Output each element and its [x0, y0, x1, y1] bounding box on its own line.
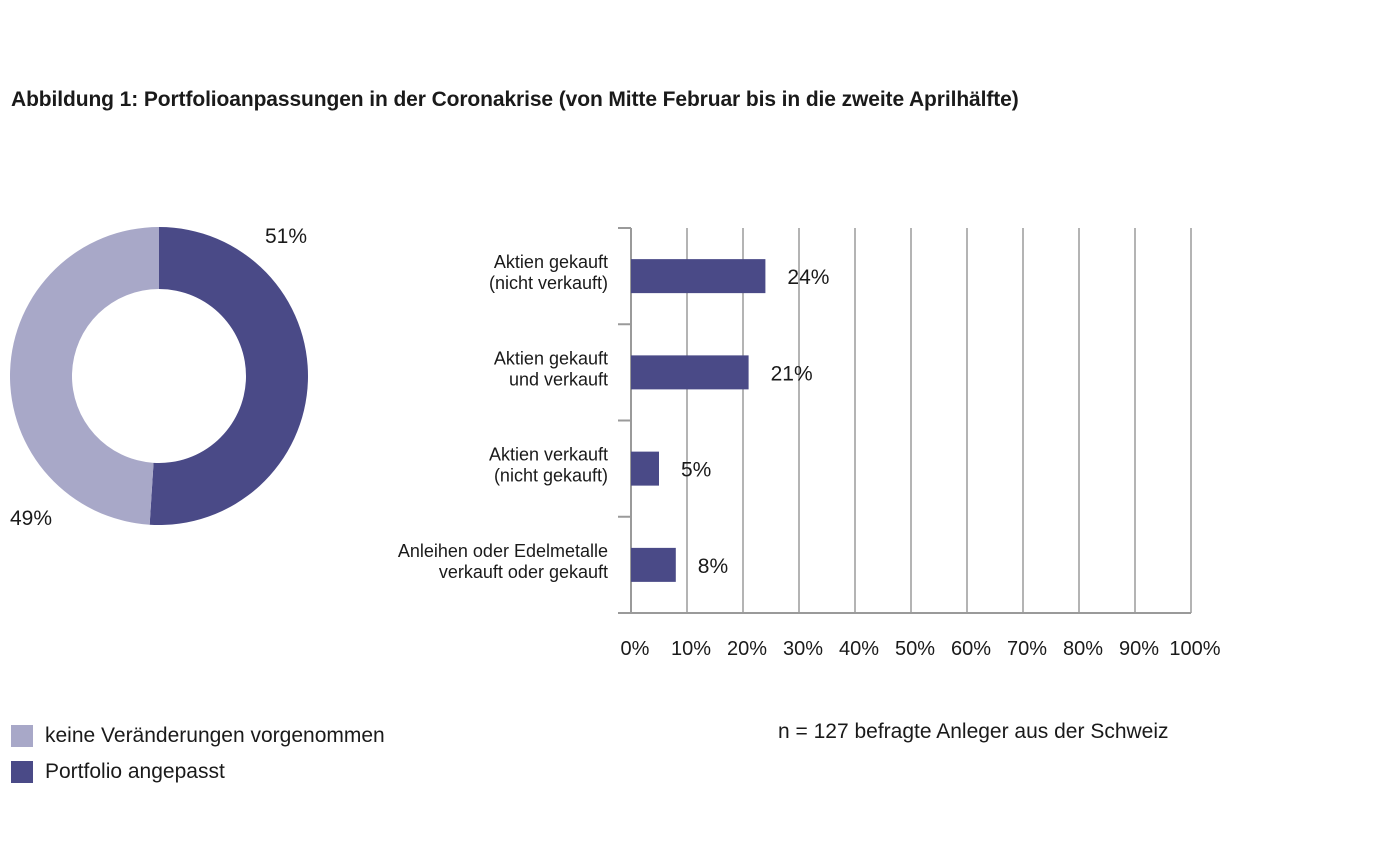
legend: keine Veränderungen vorgenommen Portfoli… [11, 718, 385, 790]
legend-label-adjusted: Portfolio angepasst [45, 760, 225, 783]
category-label-3-line-1: Aktien verkauft [489, 445, 608, 465]
chart-title: Abbildung 1: Portfolioanpassungen in der… [11, 88, 1019, 111]
x-tick-label-8: 80% [1063, 638, 1103, 660]
legend-item-adjusted: Portfolio angepasst [11, 754, 385, 790]
legend-swatch-no-change [11, 725, 33, 747]
bar-1 [631, 259, 766, 294]
x-tick-label-2: 20% [727, 638, 767, 660]
category-label-2-line-1: Aktien gekauft [494, 348, 608, 368]
bar-value-label-3: 5% [681, 459, 711, 482]
bar-value-label-2: 21% [771, 362, 813, 385]
x-tick-label-4: 40% [839, 638, 879, 660]
x-tick-label-6: 60% [951, 638, 991, 660]
bar-value-label-1: 24% [787, 266, 829, 289]
x-tick-label-0: 0% [621, 638, 650, 660]
category-label-4-line-1: Anleihen oder Edelmetalle [398, 541, 608, 561]
x-tick-label-10: 100% [1169, 638, 1220, 660]
donut-label-adjusted: 51% [265, 225, 307, 248]
category-label-1-line-1: Aktien gekauft [494, 252, 608, 272]
bar-3 [631, 451, 659, 486]
donut-slice-1 [149, 227, 308, 525]
x-tick-label-7: 70% [1007, 638, 1047, 660]
bar-4 [631, 547, 676, 582]
bar-value-label-4: 8% [698, 555, 728, 578]
donut-slice-2 [9, 227, 160, 525]
legend-item-no-change: keine Veränderungen vorgenommen [11, 718, 385, 754]
category-label-2-line-2: und verkauft [509, 369, 608, 389]
legend-label-no-change: keine Veränderungen vorgenommen [45, 724, 385, 747]
bar-2 [631, 355, 749, 390]
category-label-1-line-2: (nicht verkauft) [489, 273, 608, 293]
category-label-3-line-2: (nicht gekauft) [494, 466, 608, 486]
x-tick-label-1: 10% [671, 638, 711, 660]
legend-swatch-adjusted [11, 761, 33, 783]
category-label-4-line-2: verkauft oder gekauft [439, 562, 608, 582]
donut-label-no-change: 49% [10, 507, 52, 530]
x-tick-label-9: 90% [1119, 638, 1159, 660]
sample-size-note: n = 127 befragte Anleger aus der Schweiz [778, 720, 1169, 743]
x-tick-label-3: 30% [783, 638, 823, 660]
x-tick-label-5: 50% [895, 638, 935, 660]
